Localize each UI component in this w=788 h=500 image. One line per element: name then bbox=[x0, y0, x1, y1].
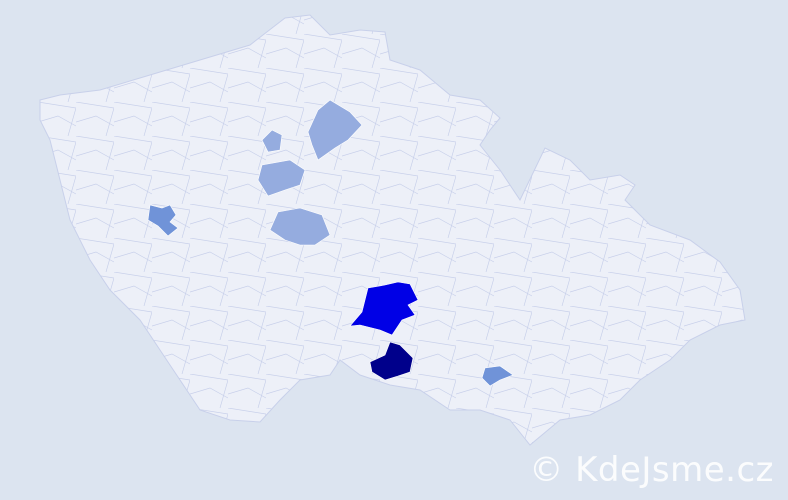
district-borders bbox=[40, 15, 745, 445]
region-low-4[interactable] bbox=[261, 129, 283, 153]
watermark: © KdeJsme.cz bbox=[529, 450, 774, 490]
region-highest[interactable] bbox=[369, 341, 414, 381]
region-low-3[interactable] bbox=[269, 207, 331, 246]
region-low-1[interactable] bbox=[307, 99, 363, 161]
highlighted-districts bbox=[147, 99, 514, 387]
region-low-2[interactable] bbox=[257, 159, 306, 197]
region-high[interactable] bbox=[349, 281, 419, 336]
region-medium-1[interactable] bbox=[147, 204, 179, 237]
region-medium-2[interactable] bbox=[481, 365, 514, 387]
